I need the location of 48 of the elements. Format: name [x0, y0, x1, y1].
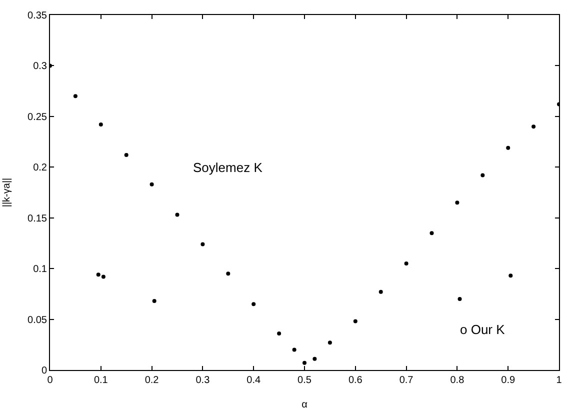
x-tick-label: 0.7: [399, 375, 414, 386]
point: [532, 124, 536, 129]
x-tick-label: 0.3: [196, 375, 210, 386]
point: [175, 212, 180, 217]
point: [277, 331, 282, 336]
point: [430, 231, 434, 236]
annotation: Soylemez K: [193, 160, 263, 175]
point: [252, 302, 256, 306]
y-tick-label: 0.05: [28, 314, 48, 326]
point: [312, 356, 317, 361]
y-tick-label: 0.3: [33, 61, 48, 72]
y-tick-label: 0.15: [28, 213, 48, 224]
point: [73, 94, 78, 98]
point: [200, 242, 205, 246]
point: [101, 274, 106, 279]
x-tick-label: 0.9: [501, 375, 516, 386]
x-tick-label: 0.6: [348, 375, 363, 386]
point: [152, 299, 156, 304]
point: [328, 340, 332, 345]
y-tick-label: 0.1: [33, 264, 48, 276]
x-tick-label: 0.2: [144, 375, 160, 386]
point: [96, 272, 100, 277]
y-tick-label: 0.35: [28, 10, 48, 22]
point: [455, 200, 460, 205]
y-tick-label: 0: [41, 366, 48, 376]
point: [226, 272, 230, 276]
point: [506, 146, 510, 150]
x-tick-label: 0.5: [298, 375, 312, 386]
x-tick-label: 0.8: [450, 375, 465, 386]
point: [404, 262, 408, 266]
point: [480, 173, 485, 178]
x-tick-label: 0.1: [94, 375, 108, 386]
x-tick-label: 1: [556, 375, 562, 386]
point: [124, 152, 128, 157]
point: [458, 297, 462, 301]
y-axis-title: ||k-γa||: [2, 178, 13, 208]
point: [150, 182, 154, 186]
point: [98, 122, 103, 127]
y-tick-label: 0.25: [28, 112, 48, 123]
x-tick-label: 0.4: [246, 375, 261, 386]
point: [302, 360, 306, 365]
x-axis-title: α: [302, 400, 308, 410]
annotation: o Our K: [460, 322, 506, 337]
point: [378, 290, 383, 294]
y-tick-label: 0.2: [33, 162, 48, 174]
point: [292, 348, 296, 352]
point: [353, 319, 358, 324]
point: [508, 274, 513, 278]
